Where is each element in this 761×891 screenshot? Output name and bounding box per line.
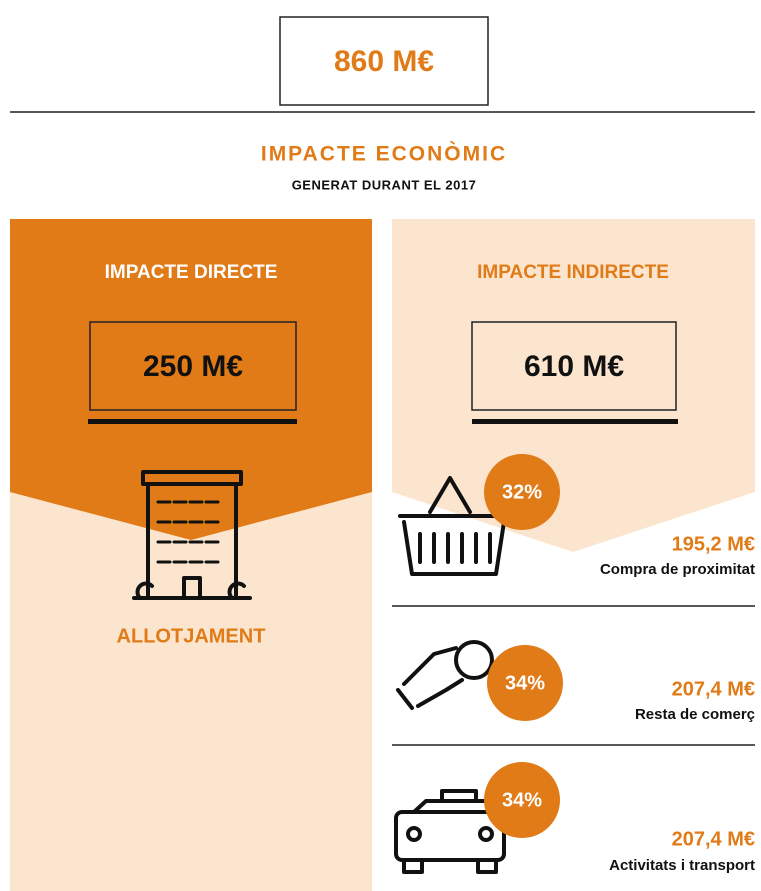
direct-underline [88,419,297,424]
building-icon [132,470,252,600]
item-label: Activitats i transport [609,857,755,874]
indirect-chevron [392,219,755,552]
item-label: Resta de comerç [635,706,755,723]
title: IMPACTE ECONÒMIC [261,142,507,166]
percent-circle [484,762,560,838]
indirect-title: IMPACTE INDIRECTE [477,262,669,283]
amount: 207,4 M€ [672,678,755,700]
indirect-underline [472,419,678,424]
direct-label: ALLOTJAMENT [117,625,266,647]
direct-title: IMPACTE DIRECTE [105,262,278,283]
percent: 34% [505,672,545,694]
item-label: Compra de proximitat [600,561,755,578]
amount: 195,2 M€ [672,533,755,555]
percent: 34% [502,789,542,811]
percent-circle [487,645,563,721]
total: 860 M€ [334,45,434,78]
hand-coin-icon [396,640,494,710]
direct-chevron [10,219,372,540]
indirect-value: 610 M€ [524,350,624,383]
percent: 32% [502,481,542,503]
amount: 207,4 M€ [672,828,755,850]
total-box [279,16,489,106]
indirect-box [471,321,677,411]
basket-icon [398,476,510,576]
direct-value: 250 M€ [143,350,243,383]
direct-box [89,321,297,411]
subtitle: GENERAT DURANT EL 2017 [292,177,477,192]
percent-circle [484,454,560,530]
